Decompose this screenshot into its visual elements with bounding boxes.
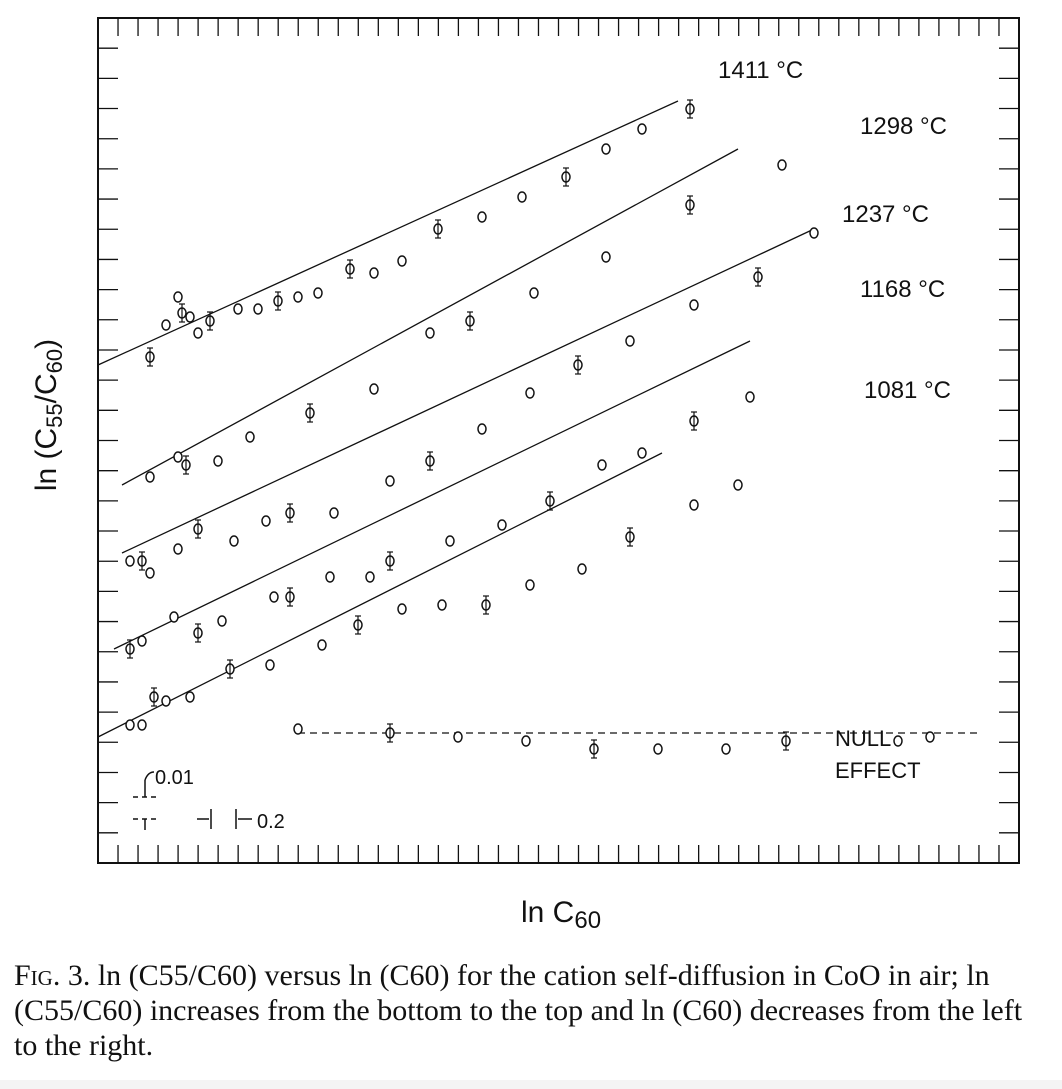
y-axis-label: ln (C55/C60) [30,339,67,491]
data-point [625,335,635,347]
data-point [217,615,227,627]
data-point [145,471,155,483]
data-point [233,303,243,315]
series-label-1411: 1411 °C [718,57,803,84]
fit-line [113,340,751,650]
data-point [733,479,743,491]
data-point [229,535,239,547]
data-point [477,423,487,435]
data-point [317,639,327,651]
series-label-1081: 1081 °C [864,377,951,404]
data-points [125,99,935,759]
null-label-line2: EFFECT [835,758,921,783]
scale-indicator-y [133,771,158,830]
data-point [577,563,587,575]
data-point [497,519,507,531]
data-point [637,447,647,459]
data-point [637,123,647,135]
data-point [689,499,699,511]
fit-lines [97,100,978,738]
fit-line [97,100,679,366]
data-point [137,635,147,647]
data-point [397,603,407,615]
data-point [529,287,539,299]
x-axis-label: ln C60 [521,896,601,934]
data-point [425,327,435,339]
data-point [293,291,303,303]
fit-line [121,148,739,486]
data-point [253,303,263,315]
data-point [213,455,223,467]
data-point [185,311,195,323]
caption-text: ln (C55/C60) versus ln (C60) for the cat… [14,959,1023,1062]
scale-indicator-x [197,809,252,829]
data-point [173,451,183,463]
data-point [809,227,819,239]
figure-number: Fig. 3. [14,959,91,992]
data-point [161,695,171,707]
scale-label-y: 0.01 [155,767,194,789]
data-point [601,251,611,263]
tick-marks [98,18,1019,863]
data-point [721,743,731,755]
data-point [329,507,339,519]
data-point [925,731,935,743]
data-point [245,431,255,443]
data-point [517,191,527,203]
data-point [445,535,455,547]
data-point [477,211,487,223]
data-point [453,731,463,743]
fit-line [97,452,663,738]
data-point [125,555,135,567]
data-point [369,267,379,279]
data-point [745,391,755,403]
data-point [385,475,395,487]
data-point [261,515,271,527]
data-point [525,387,535,399]
data-point [777,159,787,171]
data-point [193,327,203,339]
data-point [269,591,279,603]
null-label-line1: NULL [835,726,891,751]
scale-label-x: 0.2 [257,811,285,833]
fit-line [121,228,815,554]
data-point [293,723,303,735]
data-point [325,571,335,583]
data-point [437,599,447,611]
bottom-strip [0,1080,1062,1089]
figure-caption: Fig. 3. ln (C55/C60) versus ln (C60) for… [14,958,1050,1063]
data-point [161,319,171,331]
data-point [169,611,179,623]
data-point [145,567,155,579]
data-point [185,691,195,703]
data-point [173,291,183,303]
data-point [525,579,535,591]
series-label-1237: 1237 °C [842,201,929,228]
data-point [125,719,135,731]
data-point [365,571,375,583]
data-point [597,459,607,471]
data-point [521,735,531,747]
data-point [653,743,663,755]
data-point [265,659,275,671]
data-point [601,143,611,155]
data-point [893,735,903,747]
data-point [137,719,147,731]
chart: 1411 °C 1298 °C 1237 °C 1168 °C 1081 °C … [30,17,1020,934]
series-label-1298: 1298 °C [860,113,947,140]
data-point [369,383,379,395]
data-point [173,543,183,555]
data-point [313,287,323,299]
series-label-1168: 1168 °C [860,276,945,303]
data-point [397,255,407,267]
data-point [689,299,699,311]
